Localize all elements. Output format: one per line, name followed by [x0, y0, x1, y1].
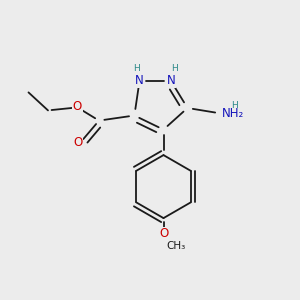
Text: O: O [73, 100, 82, 113]
Text: CH₃: CH₃ [167, 241, 186, 251]
Text: O: O [159, 227, 168, 240]
Text: H: H [231, 100, 237, 109]
Text: H: H [133, 64, 140, 73]
Text: H: H [171, 64, 178, 73]
Text: NH₂: NH₂ [222, 107, 244, 120]
Text: N: N [135, 74, 144, 88]
Text: O: O [74, 136, 82, 149]
Text: N: N [167, 74, 176, 88]
